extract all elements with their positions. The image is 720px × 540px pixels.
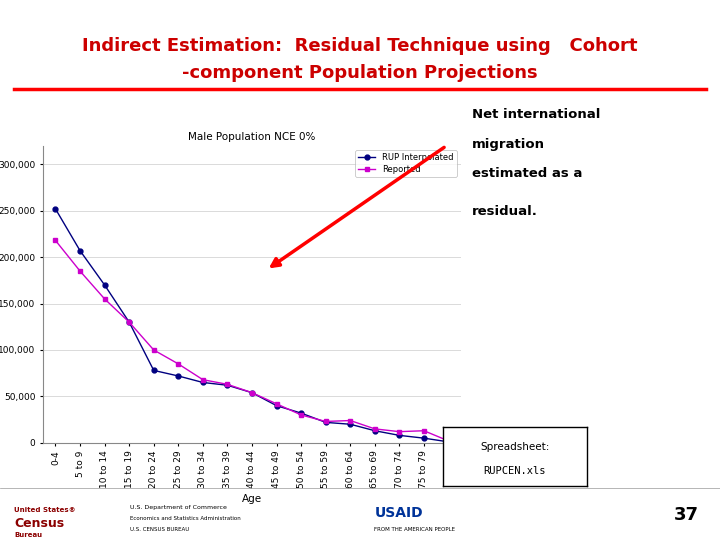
RUP Interpolated xyxy=(346,421,354,428)
Reported xyxy=(76,268,84,274)
Reported xyxy=(174,361,183,367)
Text: Spreadsheet:: Spreadsheet: xyxy=(480,442,549,453)
Reported xyxy=(150,347,158,353)
Reported xyxy=(321,418,330,424)
Reported xyxy=(371,426,379,432)
Text: RUPCEN.xls: RUPCEN.xls xyxy=(484,466,546,476)
RUP Interpolated xyxy=(100,282,109,288)
Reported xyxy=(223,381,232,388)
Legend: RUP Interpolated, Reported: RUP Interpolated, Reported xyxy=(355,150,456,177)
Text: Indirect Estimation:  Residual Technique using   Cohort: Indirect Estimation: Residual Technique … xyxy=(82,37,638,55)
Reported xyxy=(199,376,207,383)
Reported xyxy=(248,389,256,396)
RUP Interpolated xyxy=(51,206,60,212)
Text: U.S. CENSUS BUREAU: U.S. CENSUS BUREAU xyxy=(130,526,189,532)
RUP Interpolated xyxy=(272,402,281,409)
RUP Interpolated xyxy=(199,379,207,386)
Text: Net international: Net international xyxy=(472,108,600,121)
RUP Interpolated xyxy=(371,428,379,434)
Reported xyxy=(420,428,428,434)
RUP Interpolated xyxy=(125,319,133,326)
Reported xyxy=(444,438,453,444)
Text: United States®: United States® xyxy=(14,507,76,514)
Text: FROM THE AMERICAN PEOPLE: FROM THE AMERICAN PEOPLE xyxy=(374,526,456,532)
Title: Male Population NCE 0%: Male Population NCE 0% xyxy=(189,132,315,142)
RUP Interpolated xyxy=(420,435,428,441)
Reported xyxy=(125,319,133,326)
RUP Interpolated xyxy=(150,367,158,374)
RUP Interpolated xyxy=(76,247,84,254)
Line: Reported: Reported xyxy=(53,238,451,443)
X-axis label: Age: Age xyxy=(242,494,262,504)
Reported xyxy=(272,401,281,407)
Text: estimated as a: estimated as a xyxy=(472,167,582,180)
Text: migration: migration xyxy=(472,138,544,151)
Text: USAID: USAID xyxy=(374,506,423,520)
Text: Economics and Statistics Administration: Economics and Statistics Administration xyxy=(130,516,240,521)
Text: U.S. Department of Commerce: U.S. Department of Commerce xyxy=(130,505,227,510)
RUP Interpolated xyxy=(248,389,256,396)
Reported xyxy=(51,237,60,244)
RUP Interpolated xyxy=(321,419,330,426)
RUP Interpolated xyxy=(395,432,404,438)
RUP Interpolated xyxy=(297,410,305,416)
Line: RUP Interpolated: RUP Interpolated xyxy=(53,206,451,444)
Text: 37: 37 xyxy=(673,506,698,524)
RUP Interpolated xyxy=(174,373,183,379)
Reported xyxy=(297,411,305,418)
Text: -component Population Projections: -component Population Projections xyxy=(182,64,538,82)
Reported xyxy=(346,417,354,424)
Text: residual.: residual. xyxy=(472,205,537,218)
RUP Interpolated xyxy=(223,382,232,388)
Reported xyxy=(395,428,404,435)
Text: Census: Census xyxy=(14,517,65,530)
RUP Interpolated xyxy=(444,438,453,445)
Text: Bureau: Bureau xyxy=(14,531,42,538)
Reported xyxy=(100,296,109,302)
